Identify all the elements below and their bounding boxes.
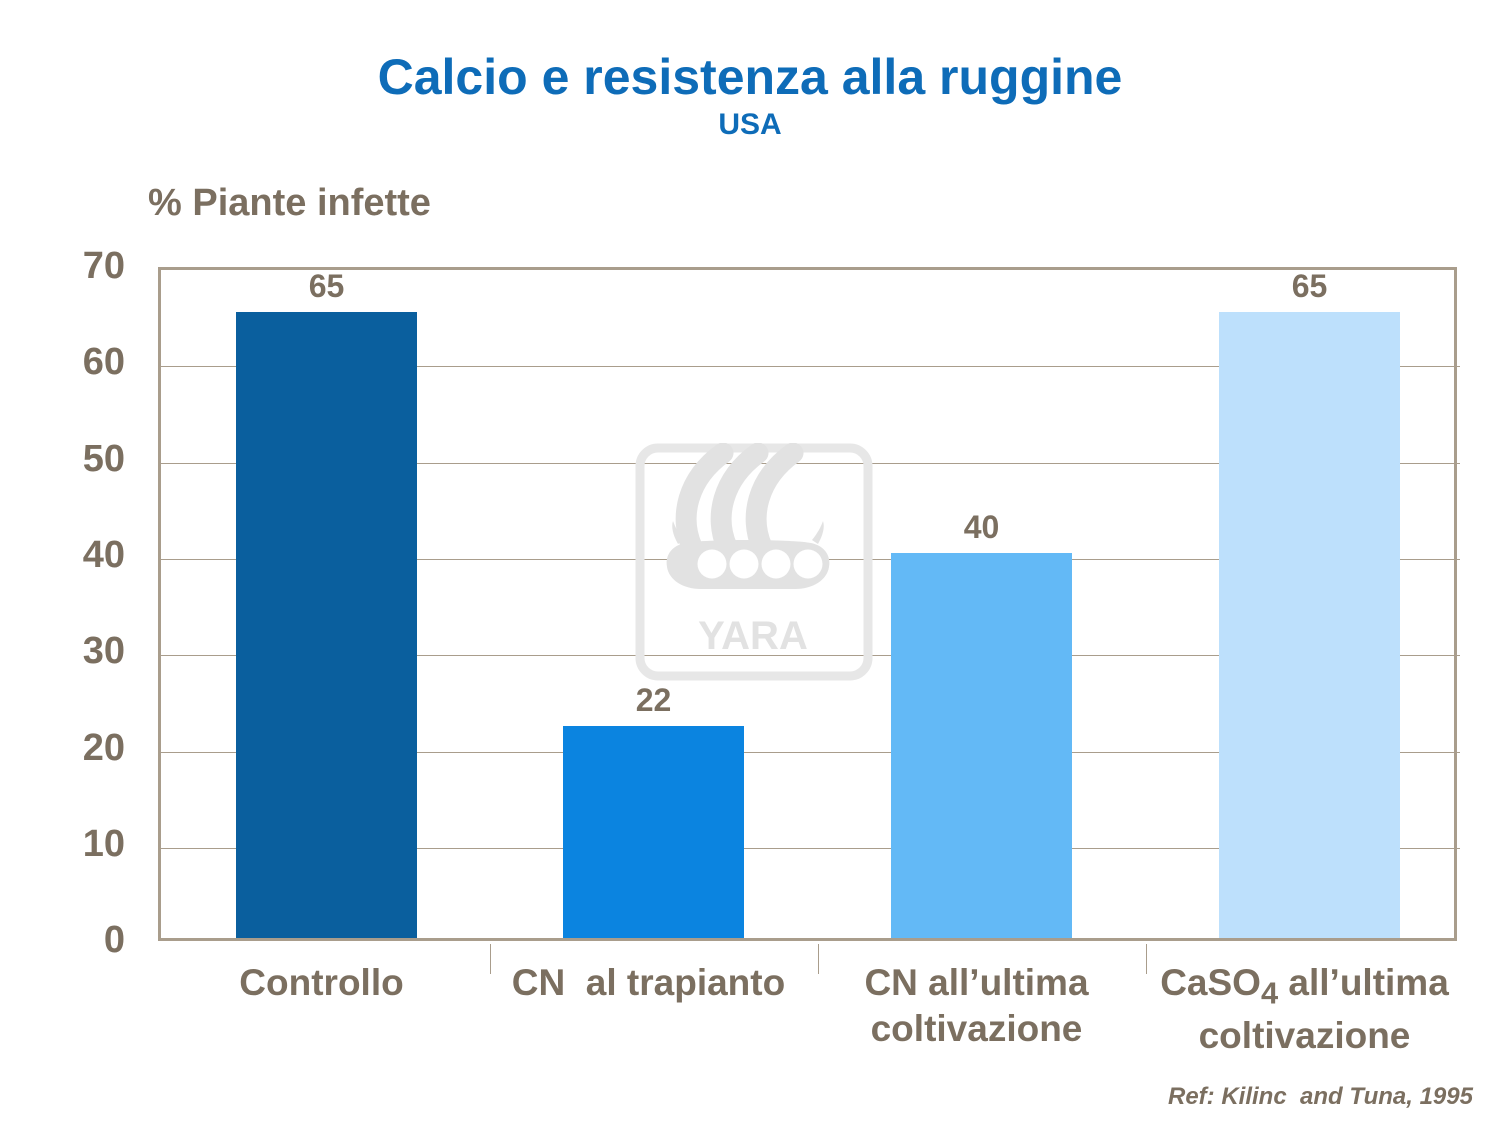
svg-text:YARA: YARA — [698, 614, 808, 658]
